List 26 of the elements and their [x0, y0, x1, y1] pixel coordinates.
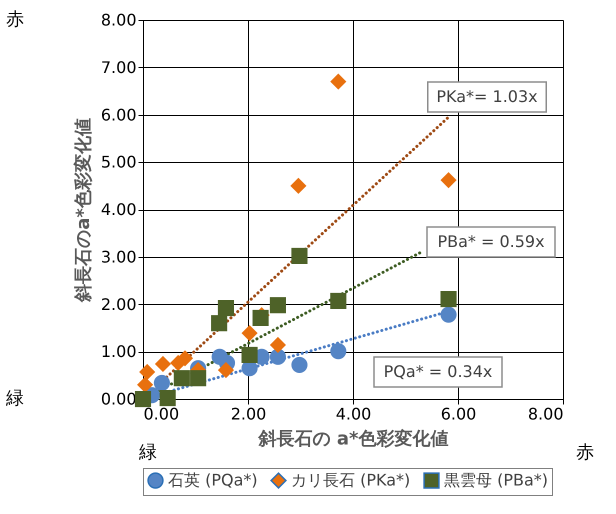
y-tick-label: 4.00 [100, 200, 136, 219]
y-axis-title: 斜長石のa*色彩変化値 [72, 118, 94, 303]
x-tick-label: 4.00 [336, 404, 372, 424]
y-tick-label: 2.00 [100, 294, 136, 314]
y-tick-label: 8.00 [100, 10, 136, 30]
x-tick-label: 6.00 [440, 404, 476, 424]
y-tick-label: 5.00 [100, 152, 136, 172]
y-tick-label: 0.00 [100, 390, 136, 408]
x-tick-label: 8.00 [528, 404, 564, 424]
x-axis-title: 斜長石の a*色彩変化値 [258, 428, 448, 450]
text: 緑 [138, 442, 157, 463]
annotation: PQa* = 0.34x [384, 362, 492, 381]
legend-label: 黒雲母 (PBa*) [444, 470, 548, 490]
text: 赤 [576, 442, 594, 463]
y-tick-label: 1.00 [100, 342, 136, 362]
legend-label: 石英 (PQa*) [168, 470, 258, 490]
text: 赤 [6, 9, 24, 30]
legend-label: カリ長石 (PKa*) [291, 470, 410, 490]
x-tick-label: 2.00 [230, 404, 266, 424]
y-tick-label: 6.00 [100, 105, 136, 124]
text: 緑 [5, 388, 24, 409]
annotation: PBa* = 0.59x [437, 232, 545, 251]
y-tick-label: 7.00 [100, 58, 136, 77]
x-tick-label: 0.00 [144, 404, 180, 424]
y-tick-label: 3.00 [100, 247, 136, 266]
annotation: PKa*= 1.03x [436, 87, 538, 106]
